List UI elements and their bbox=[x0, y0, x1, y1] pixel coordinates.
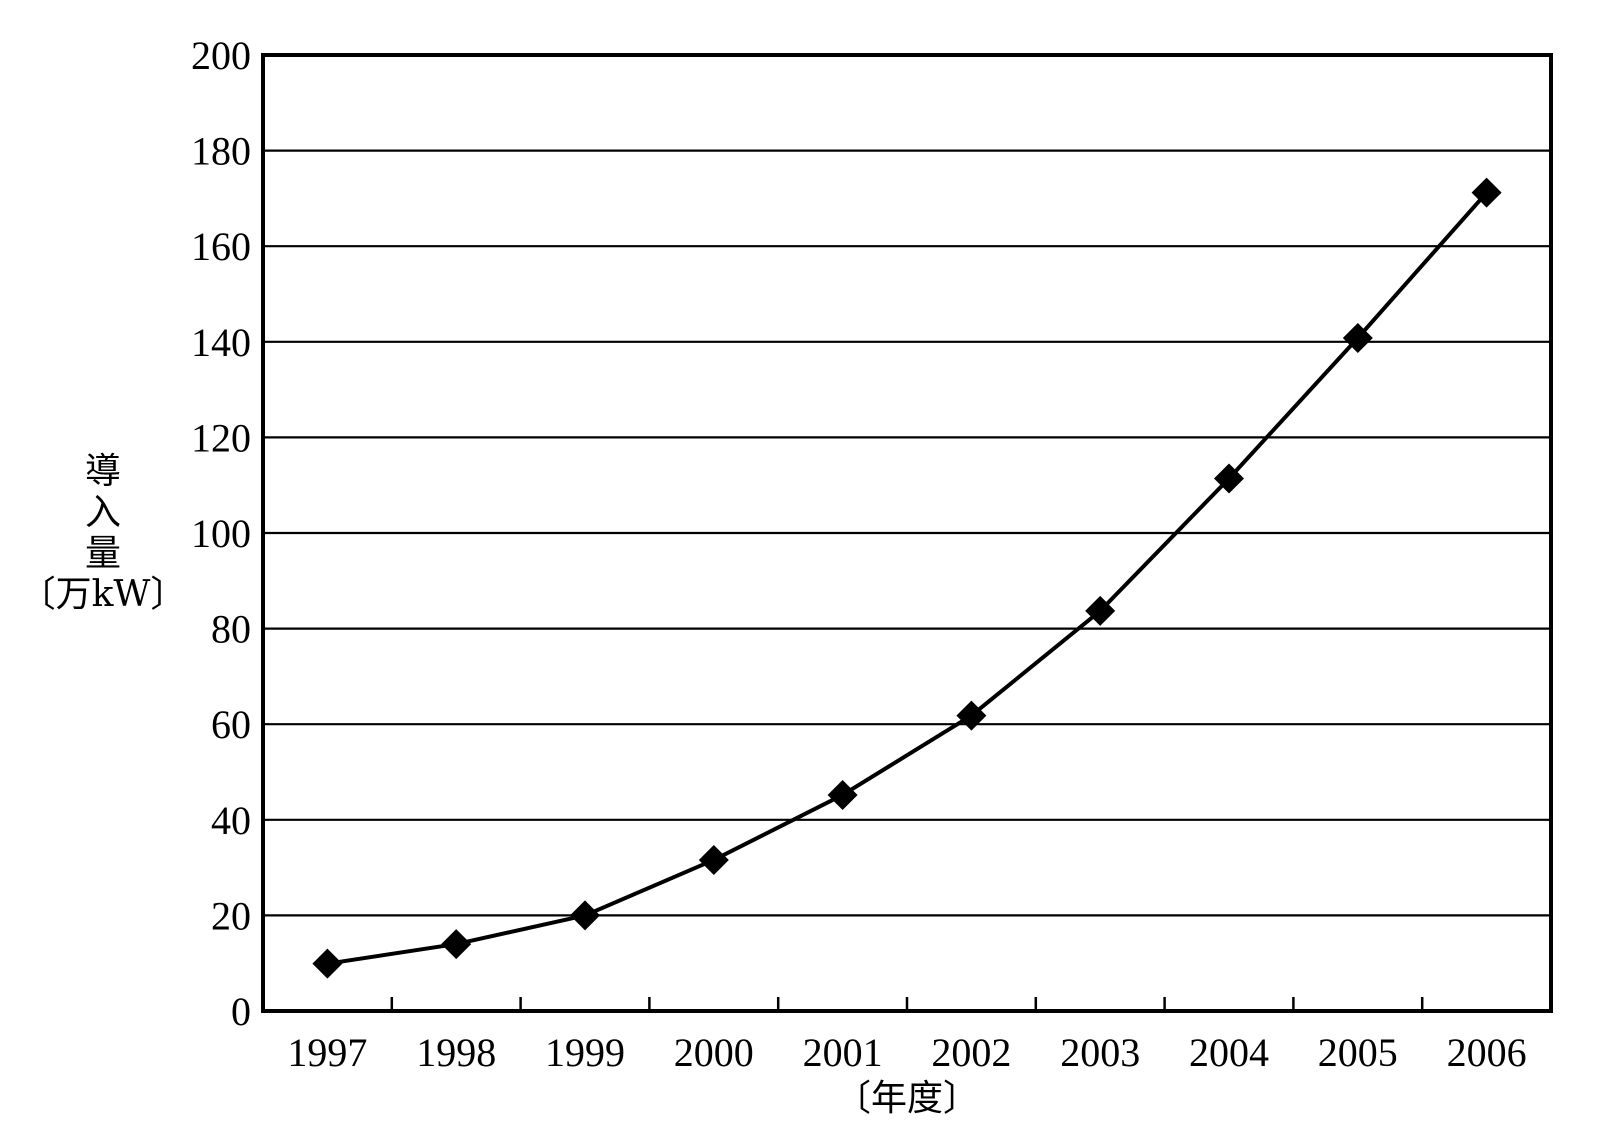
y-tick-label: 40 bbox=[211, 798, 251, 843]
x-axis-tick-labels: 1997 1998 1999 2000 2001 2002 2003 2004 2005 2006 bbox=[287, 1030, 1526, 1075]
x-axis-title: 〔年度〕 bbox=[835, 1078, 979, 1119]
y-tick-label: 200 bbox=[191, 33, 251, 78]
y-tick-label: 0 bbox=[231, 989, 251, 1034]
y-axis-title-line: 導 bbox=[85, 451, 121, 492]
data-point-2004 bbox=[1214, 463, 1244, 494]
y-tick-label: 20 bbox=[211, 893, 251, 938]
y-tick-label: 100 bbox=[191, 511, 251, 556]
y-axis-title-line: 〔万kW〕 bbox=[20, 574, 187, 615]
x-tick-label: 2005 bbox=[1318, 1030, 1398, 1075]
y-tick-label: 160 bbox=[191, 224, 251, 269]
x-tick-label: 1998 bbox=[416, 1030, 496, 1075]
y-tick-label: 60 bbox=[211, 702, 251, 747]
y-axis-tick-labels: 0 20 40 60 80 100 120 140 160 180 200 bbox=[191, 33, 251, 1034]
y-axis-title-line: 量 bbox=[85, 533, 121, 574]
x-tick-label: 2003 bbox=[1060, 1030, 1140, 1075]
data-point-2003 bbox=[1085, 595, 1116, 626]
x-tick-label: 1999 bbox=[545, 1030, 625, 1075]
data-point-2001 bbox=[827, 779, 858, 810]
y-tick-label: 120 bbox=[191, 415, 251, 460]
x-tick-label: 2001 bbox=[803, 1030, 883, 1075]
data-point-2006 bbox=[1471, 177, 1502, 208]
x-axis-ticks bbox=[390, 997, 1424, 1011]
y-axis-title: 導入量〔万kW〕 bbox=[20, 451, 187, 615]
y-tick-label: 80 bbox=[211, 607, 251, 652]
data-point-1999 bbox=[570, 900, 600, 931]
x-tick-label: 2000 bbox=[674, 1030, 754, 1075]
data-point-1998 bbox=[441, 929, 472, 960]
plot-area-frame bbox=[261, 53, 1553, 1013]
data-point-2002 bbox=[956, 700, 987, 731]
y-tick-label: 180 bbox=[191, 129, 251, 174]
x-tick-label: 1997 bbox=[287, 1030, 367, 1075]
series-line bbox=[327, 191, 1489, 966]
x-tick-label: 2006 bbox=[1447, 1030, 1527, 1075]
grid-lines bbox=[263, 149, 1551, 917]
y-tick-label: 140 bbox=[191, 320, 251, 365]
x-tick-label: 2004 bbox=[1189, 1030, 1269, 1075]
series-layer bbox=[312, 177, 1502, 979]
x-tick-label: 2002 bbox=[931, 1030, 1011, 1075]
data-point-2000 bbox=[698, 844, 729, 875]
data-point-2005 bbox=[1342, 322, 1373, 353]
data-point-1997 bbox=[312, 948, 343, 979]
y-axis-title-line: 入 bbox=[85, 492, 121, 533]
